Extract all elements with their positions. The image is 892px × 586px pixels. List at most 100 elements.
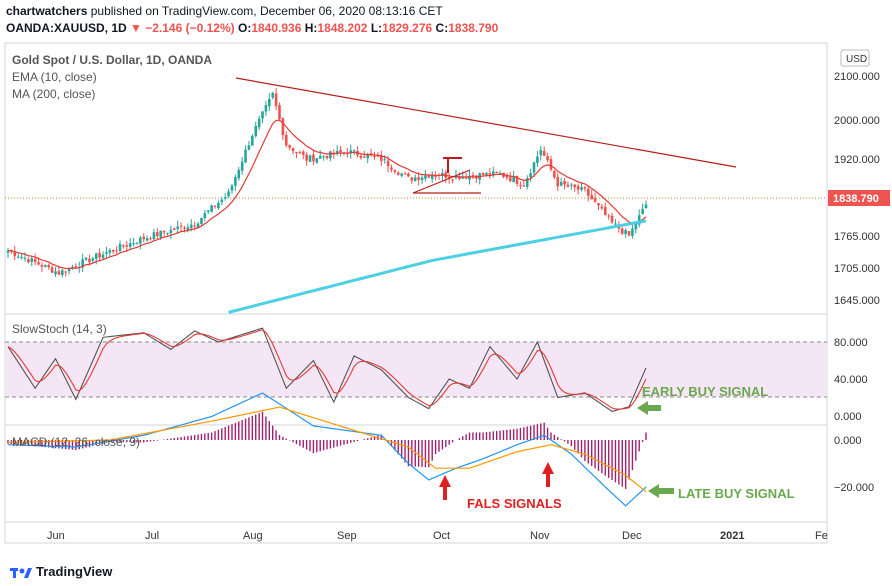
legend-stoch: SlowStoch (14, 3) (12, 322, 107, 336)
c-label: C: (435, 21, 449, 35)
candle-body (88, 258, 91, 263)
candle-body (546, 156, 549, 161)
h-label: H: (304, 21, 318, 35)
candle-body (67, 267, 71, 272)
candle-body (115, 250, 118, 252)
candle-body (254, 125, 258, 137)
candle-body (206, 210, 210, 212)
candle-body (570, 184, 573, 186)
o-label: O: (237, 21, 252, 35)
ohlc-line: OANDA:XAUUSD, 1D ▼ −2.146 (−0.12%) O:184… (6, 21, 498, 35)
candle-body (424, 175, 427, 179)
candle-body (315, 158, 319, 163)
candle-body (247, 145, 251, 150)
candle-body (420, 177, 424, 181)
candle-body (118, 244, 122, 251)
tradingview-logo[interactable]: TradingView (10, 564, 112, 579)
candle-body (30, 258, 34, 262)
false-signal-arrow-2-icon (542, 462, 554, 487)
candle-body (529, 173, 532, 178)
stoch-tick-0: 80.000 (834, 337, 868, 349)
late-arrow-icon (648, 484, 674, 498)
candle-body (539, 150, 543, 156)
candle-body (403, 173, 407, 175)
candle-body (220, 199, 224, 203)
candle-body (349, 150, 353, 154)
candle-body (322, 156, 325, 158)
candle-body (593, 198, 597, 202)
candle-body (264, 105, 268, 112)
macd-histogram (7, 411, 647, 489)
candle-body (312, 154, 315, 162)
candle-body (305, 154, 308, 161)
candle-body (217, 203, 220, 208)
candle-body (379, 154, 383, 161)
candle-body (580, 187, 583, 190)
candle-body (125, 245, 129, 247)
time-label-4: Oct (433, 530, 450, 542)
candle-body (47, 264, 51, 268)
candle-body (44, 264, 47, 267)
candle-body (637, 215, 641, 225)
descending-trendline (235, 77, 737, 168)
currency-badge[interactable] (840, 49, 870, 67)
candle-body (81, 259, 84, 268)
candle-body (240, 161, 244, 171)
candle-body (576, 185, 580, 190)
macd-tick-0: 0.000 (834, 435, 862, 447)
candle-body (156, 232, 159, 237)
chart-frame (4, 42, 828, 544)
early-arrow-icon (637, 401, 661, 415)
author-name[interactable]: chartwatchers (6, 4, 88, 18)
candle-body (610, 215, 614, 223)
candle-body (447, 177, 451, 179)
price-tick-1: 2000.000 (834, 115, 880, 127)
candle-body (430, 174, 434, 179)
legend-ema: EMA (10, close) (12, 70, 97, 84)
price-tick-4: 1765.000 (834, 231, 880, 243)
price-tick-2: 1920.000 (834, 154, 880, 166)
candle-body (359, 155, 363, 158)
last-price-text: 1838.790 (833, 193, 879, 205)
candle-body (268, 98, 271, 107)
time-label-2: Aug (243, 530, 263, 542)
candle-body (620, 228, 624, 234)
candle-body (189, 224, 193, 228)
candle-body (172, 228, 176, 230)
candle-body (373, 155, 376, 157)
candle-body (50, 267, 54, 273)
candle-body (573, 184, 577, 188)
candle-body (251, 135, 254, 146)
candle-body (105, 252, 108, 254)
candle-body (519, 184, 522, 186)
candle-body (94, 253, 98, 259)
candle-body (549, 159, 553, 170)
candle-body (441, 172, 444, 176)
candle-body (566, 184, 570, 187)
candle-body (20, 256, 23, 258)
candle-body (525, 178, 529, 187)
candle-body (60, 270, 64, 275)
candle-body (413, 177, 417, 182)
candle-body (271, 93, 275, 98)
candle-body (288, 145, 291, 148)
candle-body (396, 172, 400, 175)
candle-body (91, 258, 95, 261)
candle-body (631, 228, 634, 237)
candle-body (230, 185, 234, 191)
candle-body (607, 215, 610, 217)
candle-body (563, 180, 566, 185)
candle-body (54, 271, 57, 275)
stoch-series (7, 327, 647, 412)
ema-line (7, 119, 647, 270)
time-label-0: Jun (47, 530, 65, 542)
candle-body (386, 160, 390, 167)
candle-body (33, 258, 37, 262)
candle-body (624, 229, 627, 235)
publication-line: chartwatchers published on TradingView.c… (6, 4, 443, 18)
candle-body (390, 167, 393, 170)
candle-body (237, 169, 241, 179)
candle-body (383, 159, 386, 161)
candle-body (149, 238, 152, 240)
